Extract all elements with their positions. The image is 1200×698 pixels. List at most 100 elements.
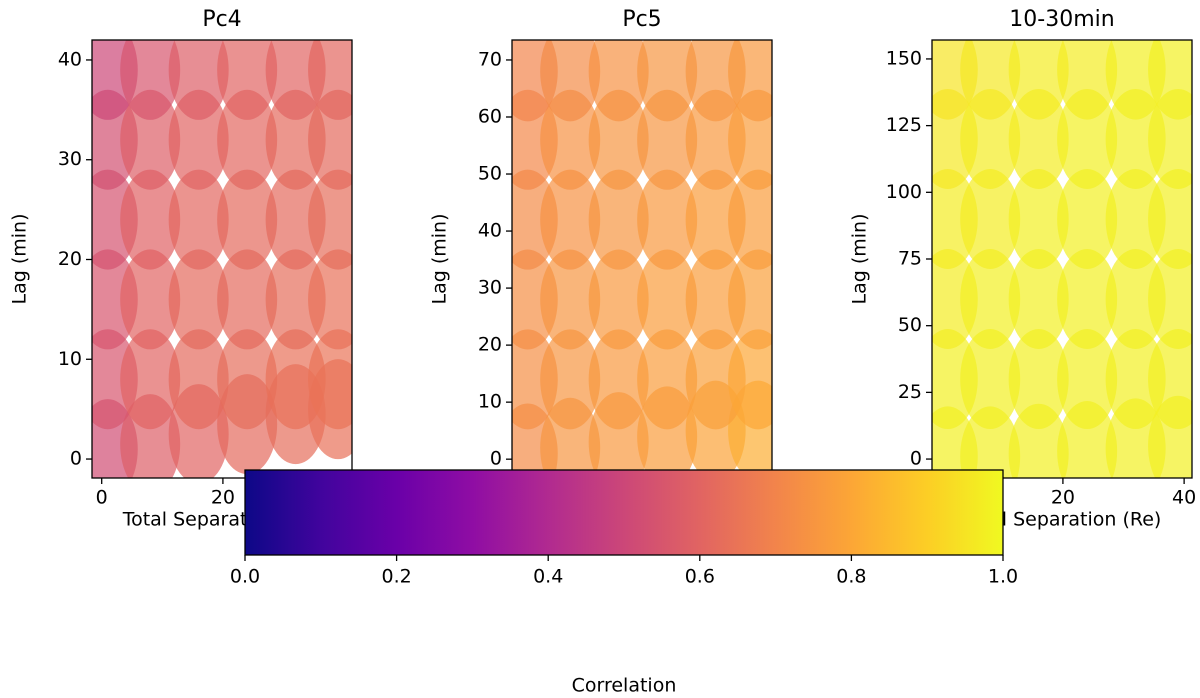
x-tick-label: 20 [211,487,235,509]
colorbar-tick-label: 0.0 [230,566,260,588]
point [1148,40,1192,120]
point [120,40,181,120]
point [1057,40,1118,120]
point [1008,168,1069,269]
point [637,40,698,122]
point [728,169,772,270]
point [540,40,601,122]
point [1148,249,1192,349]
point [308,329,352,430]
point [588,40,649,122]
chart-title: Pc5 [622,7,661,32]
colorbar-tick-label: 0.8 [836,566,866,588]
point [120,249,181,350]
y-tick-label: 25 [898,381,922,403]
point [168,249,229,350]
point [960,329,1021,430]
y-tick-label: 40 [478,220,502,242]
y-tick-label: 30 [58,148,82,170]
chart-title: Pc4 [202,7,241,32]
point [168,169,229,270]
y-tick-label: 50 [478,163,502,185]
point [217,249,278,350]
points [512,40,772,478]
point [1057,249,1118,350]
point [960,40,1021,120]
y-axis-label: Lag (min) [429,214,451,305]
y-tick-label: 150 [886,47,922,69]
point [308,169,352,270]
point [637,169,698,270]
point [120,89,181,190]
point [168,329,229,430]
x-tick-label: 40 [1172,487,1196,509]
point [588,169,649,270]
point [637,329,698,430]
point [685,329,746,430]
point [1008,88,1069,189]
point [960,249,1021,350]
point [1057,168,1118,269]
point [265,249,326,350]
point [1057,329,1118,430]
point [217,89,278,190]
point [168,89,229,190]
point [540,89,601,190]
y-tick-label: 50 [898,314,922,336]
point [120,169,181,270]
point [685,249,746,350]
y-tick-label: 125 [886,114,922,136]
point [1008,40,1069,120]
point [637,89,698,190]
points [932,40,1192,478]
y-tick-label: 0 [70,448,82,470]
point [1008,249,1069,350]
y-axis-label: Lag (min) [9,214,31,305]
y-tick-label: 10 [58,348,82,370]
point [1057,88,1118,189]
point [1105,329,1166,430]
point [168,40,229,120]
y-tick-label: 40 [58,48,82,70]
point [960,168,1021,269]
point [217,329,278,430]
point [588,329,649,430]
point [588,249,649,350]
y-tick-label: 20 [478,334,502,356]
point [685,89,746,190]
colorbar-label: Correlation [572,675,677,697]
x-tick-label: 20 [1051,487,1075,509]
point [265,169,326,270]
point [1105,88,1166,189]
point [637,249,698,350]
point [1105,249,1166,350]
y-tick-label: 0 [490,448,502,470]
colorbar-tick-label: 0.2 [381,566,411,588]
point [540,329,601,430]
point [265,329,326,430]
point [217,40,278,120]
point [308,40,352,120]
point [728,329,772,430]
point [1105,168,1166,269]
y-tick-label: 0 [910,448,922,470]
point [728,249,772,350]
x-tick-label: 0 [96,487,108,509]
point [1148,329,1192,430]
y-axis-label: Lag (min) [849,214,871,305]
point [1148,169,1192,269]
point [120,329,181,430]
point [960,406,1021,478]
point [685,169,746,270]
point [217,169,278,270]
colorbar-tick-label: 1.0 [988,566,1018,588]
chart-title: 10-30min [1009,7,1114,32]
y-tick-label: 20 [58,248,82,270]
y-tick-label: 100 [886,181,922,203]
point [960,88,1021,189]
x-axis-label: Total Separation (Re) [962,509,1162,531]
y-tick-label: 70 [478,48,502,70]
y-tick-label: 75 [898,248,922,270]
y-tick-label: 30 [478,277,502,299]
point [540,169,601,270]
